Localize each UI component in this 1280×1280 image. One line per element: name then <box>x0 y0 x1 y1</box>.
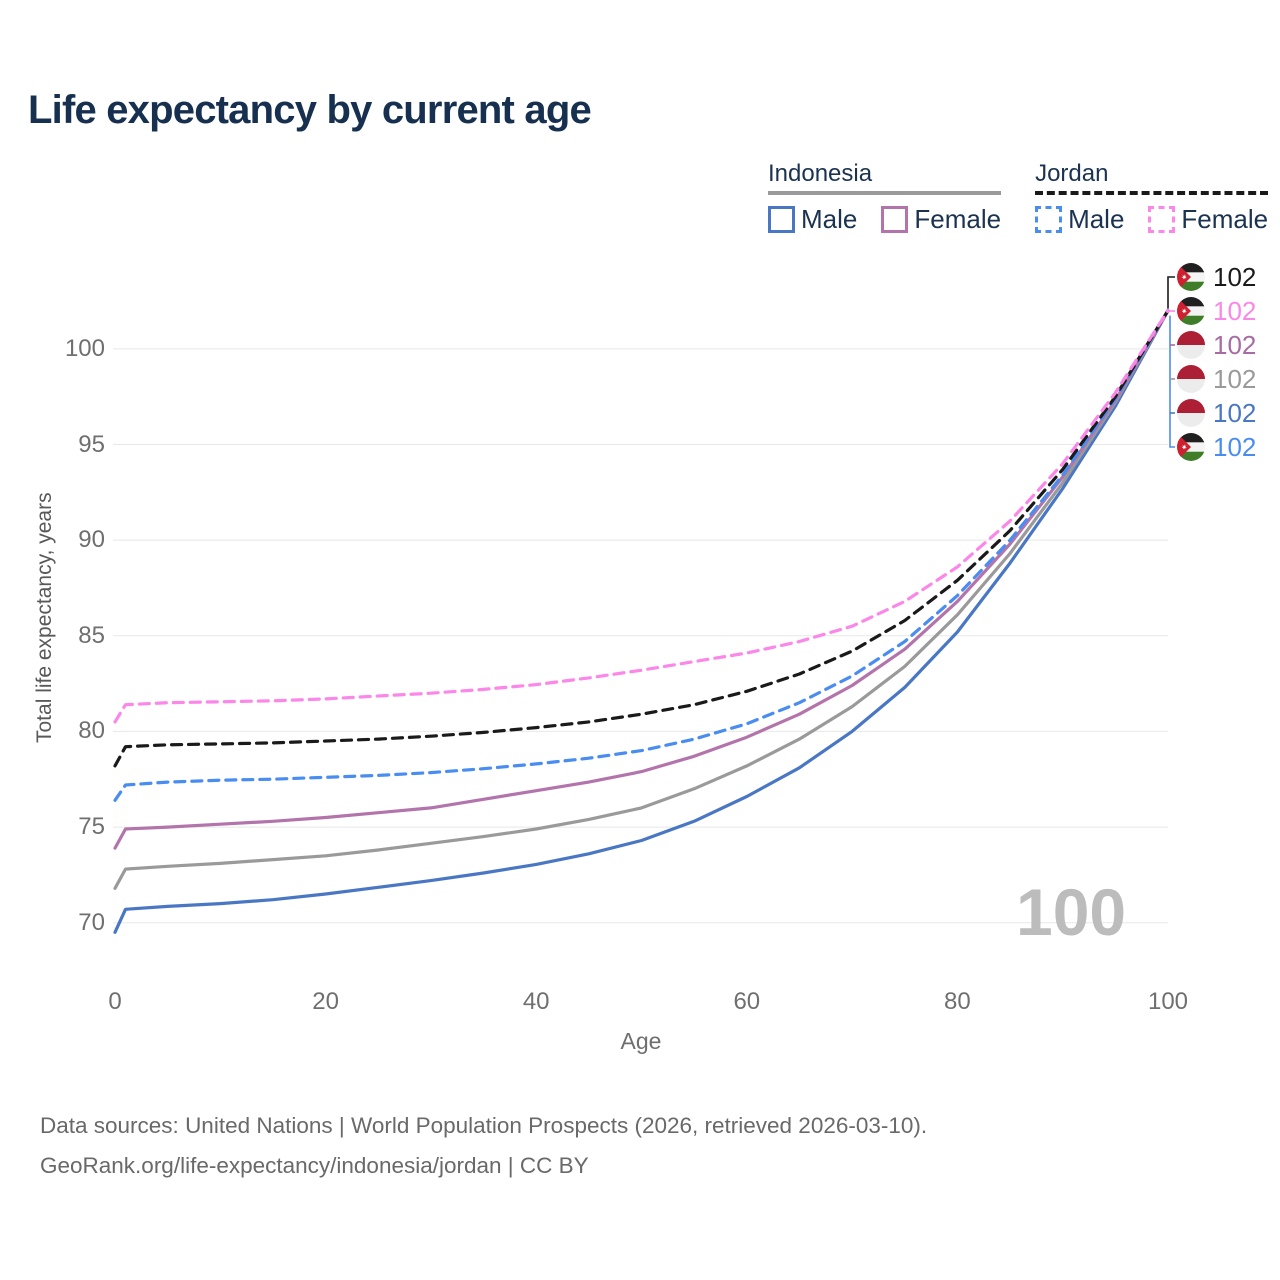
end-label-value: 102 <box>1213 432 1257 462</box>
y-tick-label-85: 85 <box>78 621 105 649</box>
legend-item-label: Female <box>914 204 1002 234</box>
series-line-indonesia-male[interactable] <box>113 309 1170 934</box>
end-label-value: 102 <box>1213 262 1257 292</box>
series-line-jordan-male[interactable] <box>113 309 1170 802</box>
legend-item-indonesia-female[interactable]: Female <box>881 204 1001 235</box>
legend-underline-solid <box>768 191 1002 195</box>
x-tick-label-20: 20 <box>312 988 339 1015</box>
end-label-value: 102 <box>1213 398 1257 428</box>
legend-item-label: Male <box>1068 204 1125 234</box>
end-label-jordan: 102 <box>1177 263 1256 291</box>
end-label-leader-line <box>1169 315 1175 448</box>
legend-item-jordan-male[interactable]: Male <box>1035 204 1124 235</box>
legend-group-indonesia: Indonesia Male Female <box>768 160 1002 235</box>
end-label-jordan-female: 102 <box>1177 297 1256 325</box>
legend-group-jordan: Jordan Male Female <box>1035 160 1269 235</box>
y-tick-label-70: 70 <box>78 908 105 936</box>
legend-swatch-icon[interactable] <box>768 206 795 233</box>
legend-country-indonesia[interactable]: Indonesia <box>768 160 873 187</box>
indonesia-flag-icon <box>1177 399 1205 427</box>
series-line-jordan-female[interactable] <box>113 309 1170 724</box>
end-label-value: 102 <box>1213 330 1257 360</box>
indonesia-flag-icon <box>1177 331 1205 359</box>
legend-country-jordan[interactable]: Jordan <box>1035 160 1109 187</box>
jordan-flag-icon <box>1177 297 1205 325</box>
series-line-indonesia[interactable] <box>113 309 1170 890</box>
end-label-leader-line <box>1167 276 1175 309</box>
indonesia-flag-icon <box>1177 365 1205 393</box>
y-tick-label-90: 90 <box>78 526 105 554</box>
legend-underline-dashed <box>1035 191 1269 195</box>
x-axis-title: Age <box>620 1028 662 1054</box>
legend: Indonesia Male Female Jordan Male Female <box>768 160 1269 235</box>
y-tick-label-100: 100 <box>64 334 105 362</box>
legend-item-label: Male <box>801 204 858 234</box>
end-label-indonesia-female: 102 <box>1177 331 1256 359</box>
y-tick-label-80: 80 <box>78 717 105 745</box>
chart-title: Life expectancy by current age <box>28 88 592 132</box>
x-tick-label-60: 60 <box>733 988 761 1015</box>
y-tick-label-95: 95 <box>78 430 105 458</box>
end-label-indonesia: 102 <box>1177 365 1256 393</box>
footer-data-sources: Data sources: United Nations | World Pop… <box>40 1113 928 1138</box>
legend-item-indonesia-male[interactable]: Male <box>768 204 857 235</box>
watermark-age-100: 100 <box>1016 875 1127 949</box>
legend-item-jordan-female[interactable]: Female <box>1148 204 1268 235</box>
end-label-value: 102 <box>1213 296 1257 326</box>
x-tick-label-40: 40 <box>522 988 550 1015</box>
legend-item-label: Female <box>1181 204 1269 234</box>
x-tick-label-80: 80 <box>944 988 971 1015</box>
legend-swatch-icon[interactable] <box>1148 206 1176 233</box>
legend-swatch-icon[interactable] <box>1035 206 1063 233</box>
end-label-value: 102 <box>1213 364 1257 394</box>
footer-attribution-link: GeoRank.org/life-expectancy/indonesia/jo… <box>40 1153 589 1178</box>
jordan-flag-icon <box>1177 433 1205 461</box>
x-tick-label-0: 0 <box>108 988 122 1015</box>
legend-swatch-icon[interactable] <box>881 206 909 233</box>
series-line-jordan[interactable] <box>113 309 1170 768</box>
x-tick-label-100: 100 <box>1147 988 1189 1015</box>
jordan-flag-icon <box>1177 263 1205 291</box>
end-label-indonesia-male: 102 <box>1177 399 1256 427</box>
series-line-indonesia-female[interactable] <box>113 309 1170 850</box>
y-tick-label-75: 75 <box>78 813 105 841</box>
chart-footer: Data sources: United Nations | World Pop… <box>40 1106 927 1186</box>
end-label-jordan-male: 102 <box>1177 433 1256 461</box>
